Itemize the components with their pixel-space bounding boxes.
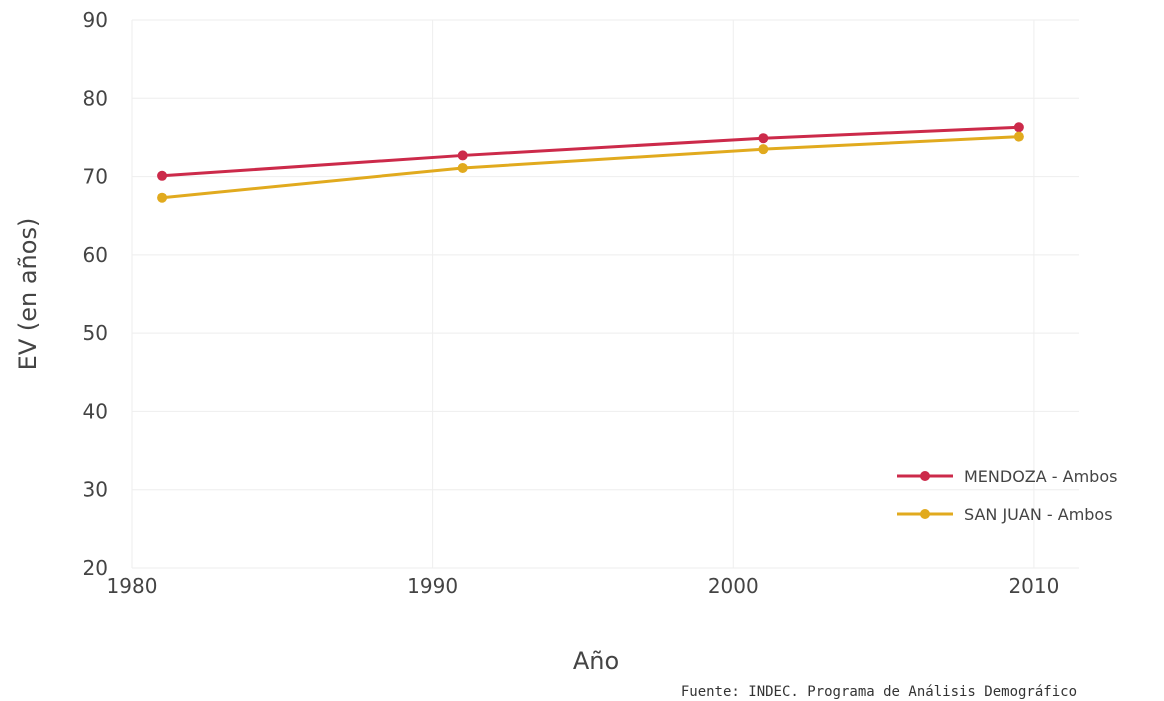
x-tick-label: 1980	[107, 574, 158, 598]
legend-swatch-marker	[920, 509, 930, 519]
y-tick-label: 30	[83, 478, 108, 502]
series-lines	[157, 122, 1024, 203]
data-point[interactable]	[758, 144, 769, 155]
y-tick-label: 50	[83, 321, 108, 345]
y-tick-label: 80	[83, 86, 108, 110]
y-tick-label: 70	[83, 165, 108, 189]
data-point[interactable]	[457, 162, 468, 173]
data-point[interactable]	[1013, 122, 1024, 133]
grid	[131, 19, 1079, 569]
legend-label: MENDOZA - Ambos	[964, 467, 1117, 486]
y-tick-label: 60	[83, 243, 108, 267]
legend-swatch-marker	[920, 471, 930, 481]
legend-label: SAN JUAN - Ambos	[964, 505, 1113, 524]
data-point[interactable]	[758, 133, 769, 144]
source-note: Fuente: INDEC. Programa de Análisis Demo…	[681, 684, 1077, 700]
y-tick-label: 40	[83, 399, 108, 423]
data-point[interactable]	[457, 150, 468, 161]
y-axis-title: EV (en años)	[14, 218, 42, 371]
x-axis-title: Año	[573, 647, 619, 675]
legend-item[interactable]: MENDOZA - Ambos	[897, 467, 1117, 486]
data-point[interactable]	[157, 192, 168, 203]
legend-item[interactable]: SAN JUAN - Ambos	[897, 505, 1113, 524]
axis-ticks: 20 30 40 50 60 70 80 90 1980 1990 2000 2010	[83, 8, 1060, 598]
series-2[interactable]	[157, 131, 1024, 203]
x-tick-label: 2000	[708, 574, 759, 598]
y-tick-label: 20	[83, 556, 108, 580]
y-tick-label: 90	[83, 8, 108, 32]
x-tick-label: 1990	[407, 574, 458, 598]
legend[interactable]: MENDOZA - Ambos SAN JUAN - Ambos	[897, 467, 1117, 524]
series-line[interactable]	[161, 125, 1019, 178]
data-point[interactable]	[157, 170, 168, 181]
series-1[interactable]	[157, 122, 1024, 181]
x-tick-label: 2010	[1008, 574, 1059, 598]
data-point[interactable]	[1013, 131, 1024, 142]
series-line[interactable]	[161, 135, 1019, 200]
